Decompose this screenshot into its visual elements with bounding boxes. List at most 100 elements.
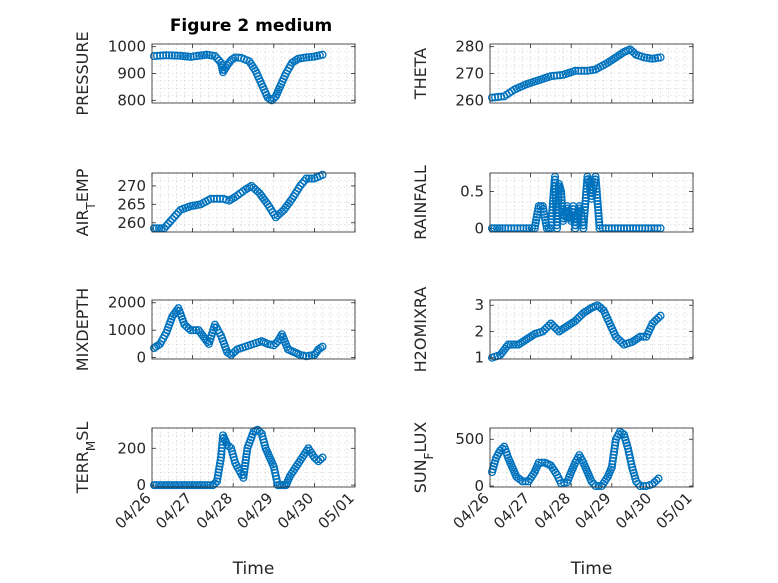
data-point (214, 468, 223, 477)
data-point (184, 324, 193, 333)
data-point (318, 453, 327, 462)
data-point (302, 174, 311, 183)
subplot-2: 260 270 280 THETA (411, 38, 694, 109)
data-point (579, 309, 588, 318)
data-point (491, 93, 500, 102)
x-tick-label: 04/28 (193, 489, 236, 532)
y-tick-label: 800 (117, 91, 146, 109)
data-point (212, 477, 222, 486)
x-tick-label: 04/27 (152, 489, 195, 532)
data-point (524, 333, 533, 343)
data-point (152, 481, 161, 490)
data-point (518, 337, 527, 347)
data-point (288, 58, 297, 67)
data-point (580, 66, 589, 75)
data-point (170, 212, 179, 221)
data-point (522, 335, 531, 344)
data-point (528, 331, 537, 340)
y-axis-label: THETA (411, 48, 430, 100)
data-point (209, 194, 218, 203)
data-point (240, 461, 250, 471)
y-tick-label: 0 (136, 349, 146, 367)
data-point (591, 178, 601, 187)
data-point (580, 206, 589, 215)
data-point (487, 93, 497, 102)
data-point (592, 187, 601, 196)
data-point (595, 218, 604, 227)
x-tick-label: 05/01 (653, 489, 696, 532)
data-point (518, 477, 527, 486)
data-point (263, 93, 272, 102)
data-point (304, 53, 314, 62)
data-point (165, 51, 174, 60)
data-point (240, 467, 249, 476)
data-point (229, 54, 238, 63)
data-point (242, 450, 251, 459)
data-point (656, 53, 665, 62)
y-tick-label: 0 (474, 477, 484, 495)
y-tick-label: 1 (474, 349, 484, 367)
data-point (190, 481, 199, 490)
data-point (563, 322, 572, 331)
x-tick-label: 04/27 (490, 489, 533, 532)
data-series (487, 427, 663, 491)
data-point (632, 477, 641, 486)
x-tick-label: 04/29 (571, 489, 614, 532)
data-point (206, 481, 215, 490)
data-point (234, 53, 243, 62)
data-point (215, 462, 224, 471)
data-point (585, 305, 594, 314)
x-tick-label: 05/01 (315, 489, 358, 532)
data-point (591, 482, 600, 491)
data-point (316, 343, 325, 353)
data-point (175, 481, 184, 490)
data-point (609, 54, 618, 63)
data-point (654, 313, 663, 322)
y-axis-label: MIXDEPTH (73, 288, 92, 371)
y-tick-label: 280 (455, 38, 484, 56)
data-point (292, 56, 301, 65)
data-point (577, 66, 586, 75)
data-point (615, 50, 624, 59)
data-point (307, 52, 316, 61)
data-point (574, 66, 583, 75)
data-point (157, 481, 166, 490)
subplot-4: 0 0.5 RAINFALL (411, 165, 694, 240)
data-point (549, 71, 558, 80)
data-point (213, 471, 223, 480)
data-point (267, 96, 276, 105)
data-point (611, 438, 620, 447)
data-point (654, 474, 663, 483)
data-point (177, 481, 186, 490)
data-point (611, 53, 620, 62)
data-point (185, 481, 194, 490)
x-tick-label: 04/26 (112, 489, 155, 532)
data-point (155, 481, 164, 490)
y-axis-label: SUNFLUX (411, 422, 436, 494)
data-series (149, 425, 327, 490)
data-point (593, 199, 602, 209)
data-point (594, 212, 603, 221)
data-point (189, 326, 198, 335)
data-point (227, 56, 236, 65)
data-point (173, 51, 182, 60)
data-point (269, 341, 278, 350)
data-point (318, 50, 327, 59)
subplot-6: 1 2 3 H2OMIXRA (411, 287, 694, 372)
data-point (592, 190, 602, 199)
data-point (511, 340, 520, 349)
data-point (167, 51, 176, 60)
data-point (526, 332, 535, 341)
data-point (231, 53, 240, 62)
data-point (581, 203, 590, 212)
y-tick-label: 2 (474, 322, 484, 340)
data-point (594, 206, 603, 215)
data-point (639, 332, 648, 341)
data-point (188, 481, 197, 490)
data-point (149, 52, 159, 61)
data-point (290, 57, 299, 66)
data-point (593, 203, 602, 212)
data-point (186, 326, 195, 335)
